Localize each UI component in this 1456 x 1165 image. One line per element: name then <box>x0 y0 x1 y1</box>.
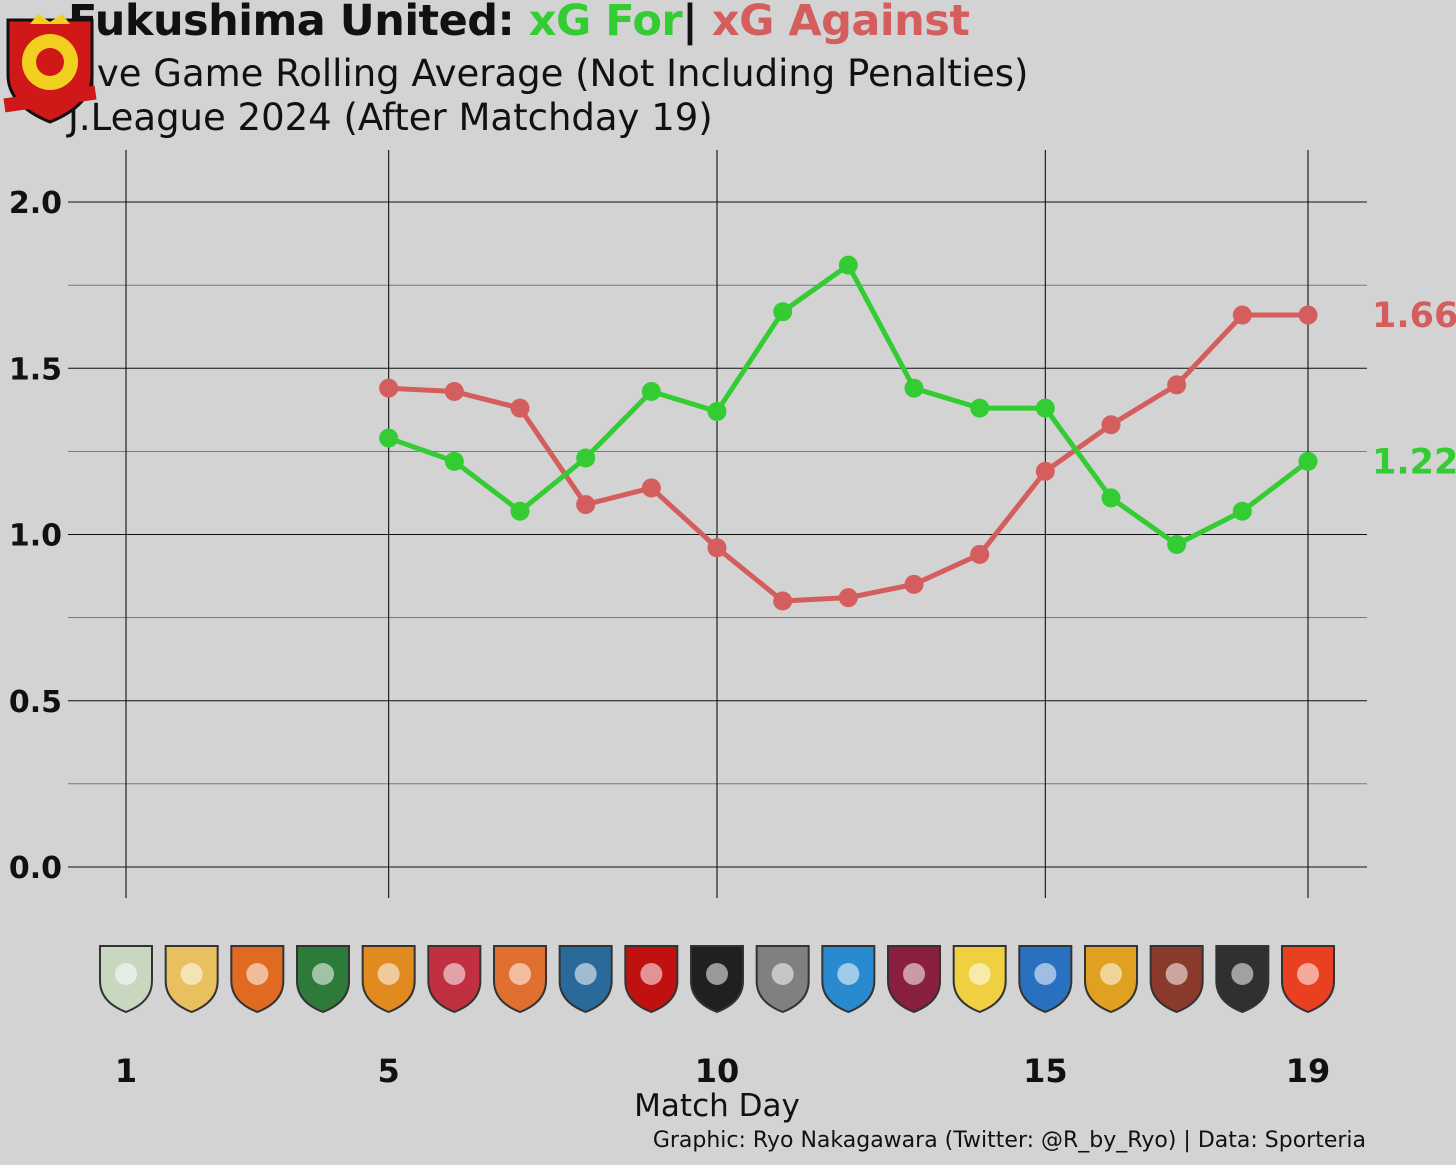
opponent-logo-emblem <box>377 963 400 985</box>
opponent-logo-emblem <box>509 963 531 985</box>
opponent-logo-emblem <box>1100 963 1122 985</box>
xg-against-point <box>904 574 924 594</box>
y-tick-label: 2.0 <box>9 186 62 221</box>
opponent-logo-emblem <box>312 963 334 985</box>
opponent-logo-emblem <box>1165 963 1188 985</box>
opponent-logo-emblem <box>903 963 925 985</box>
x-tick-label: 15 <box>1023 1052 1068 1090</box>
xg-for-point <box>838 255 858 275</box>
opponent-logo-emblem <box>771 963 794 985</box>
caption: Graphic: Ryo Nakagawara (Twitter: @R_by_… <box>652 1128 1366 1153</box>
x-tick-label: 19 <box>1286 1052 1331 1090</box>
x-tick-label: 1 <box>115 1052 137 1090</box>
xg-for-point <box>444 451 464 471</box>
x-axis-label: Match Day <box>634 1088 800 1124</box>
xg-for-point <box>904 378 924 398</box>
xg-against-point <box>1035 461 1055 481</box>
x-tick-label: 5 <box>378 1052 400 1090</box>
y-tick-label: 0.5 <box>9 685 62 720</box>
xg-against-point <box>707 538 727 558</box>
xg-against-point <box>379 378 399 398</box>
opponent-logo-emblem <box>443 963 466 985</box>
xg-against-point <box>1298 305 1318 325</box>
chart-title: Fukushima United: xG For| xG Against <box>68 0 970 46</box>
title-team: Fukushima United: <box>68 0 515 46</box>
title-separator: | <box>682 0 698 46</box>
subtitle-season: J.League 2024 (After Matchday 19) <box>68 96 713 139</box>
xg-for-point <box>707 401 727 421</box>
y-tick-label: 1.0 <box>9 519 62 554</box>
xg-against-end-label: 1.66 <box>1372 296 1456 336</box>
opponent-logo-emblem <box>115 963 137 985</box>
opponent-logo-emblem <box>180 963 203 985</box>
xg-against-point <box>970 544 990 564</box>
xg-for-point <box>970 398 990 418</box>
xg-against-point <box>444 382 464 402</box>
xg-against-point <box>838 588 858 608</box>
xg-for-point <box>1035 398 1055 418</box>
xg-for-point <box>379 428 399 448</box>
xg-for-point <box>510 501 530 521</box>
xg-for-point <box>1232 501 1252 521</box>
y-tick-label: 1.5 <box>9 352 62 387</box>
xg-against-point <box>1101 415 1121 435</box>
opponent-logo-emblem <box>1034 963 1057 985</box>
opponent-logo-emblem <box>1231 963 1254 985</box>
title-xg-against: xG Against <box>711 0 970 46</box>
opponent-logo-emblem <box>837 963 860 985</box>
subtitle: Five Game Rolling Average (Not Including… <box>68 52 1029 95</box>
xg-against-point <box>641 478 661 498</box>
xg-for-end-label: 1.22 <box>1372 442 1456 482</box>
xg-for-point <box>576 448 596 468</box>
xg-against-point <box>1232 305 1252 325</box>
opponent-logo-emblem <box>640 963 663 985</box>
opponent-logo-emblem <box>246 963 269 985</box>
xg-against-point <box>1167 375 1187 395</box>
xg-for-point <box>773 302 793 322</box>
xg-against-point <box>773 591 793 611</box>
xg-for-point <box>1167 534 1187 554</box>
xg-against-line <box>388 312 1308 604</box>
y-tick-label: 0.0 <box>9 851 62 886</box>
xg-against-point <box>576 495 596 515</box>
opponent-logo-emblem <box>706 963 728 985</box>
fukushima-united-logo <box>3 14 97 124</box>
opponent-logo-emblem <box>968 963 991 985</box>
xg-for-point <box>1298 451 1318 471</box>
opponent-logo-emblem <box>1297 963 1319 985</box>
opponent-logo-emblem <box>574 963 597 985</box>
xg-for-point <box>641 382 661 402</box>
x-tick-label: 10 <box>695 1052 740 1090</box>
title-xg-for: xG For <box>528 0 683 46</box>
xg-against-point <box>510 398 530 418</box>
xg-for-point <box>1101 488 1121 508</box>
